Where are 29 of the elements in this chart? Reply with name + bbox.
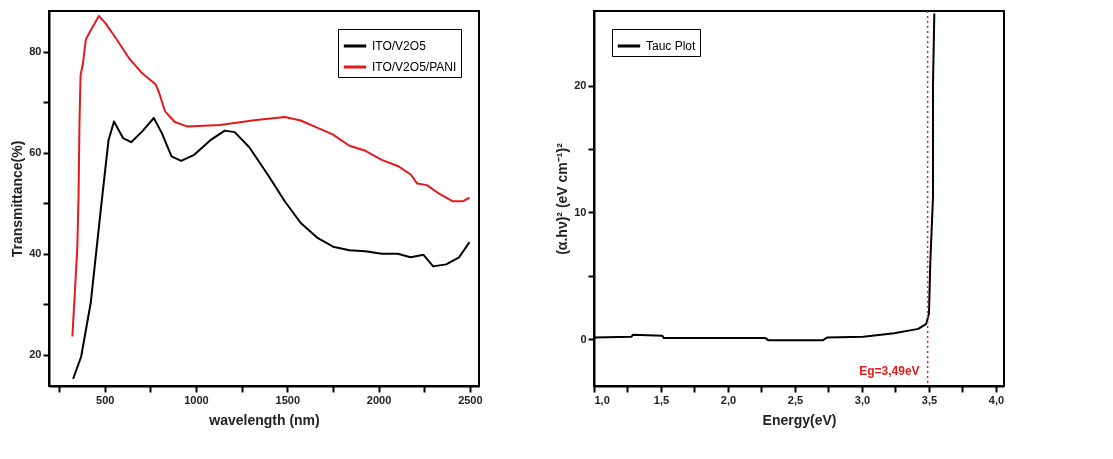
x-tick-label: 4,0 [988,393,1005,406]
y-tick-label: 80 [29,45,42,58]
x-tick-label: 2500 [458,393,483,406]
y-tick-label: 20 [29,348,42,361]
x-tick-label: 500 [96,393,115,406]
y-axis-title: Transmittance(%) [9,140,26,258]
x-tick-label: 2,5 [787,393,804,406]
x-axis-title: Energy(eV) [762,411,837,428]
legend-label: ITO/V2O5/PANI [372,60,457,74]
y-tick-label: 20 [574,79,587,92]
line-series [72,117,471,380]
x-axis-title: wavelength (nm) [208,411,320,428]
x-tick-label: 2000 [366,393,392,406]
x-tick-label: 3,5 [921,393,938,406]
legend-label: Tauc Plot [646,39,697,53]
y-tick-label: 60 [29,146,42,159]
line-series [71,15,471,338]
legend-label: ITO/V2O5 [372,39,427,53]
x-tick-label: 1500 [275,393,301,406]
ref-line-label: Eg=3,49eV [859,364,920,378]
x-tick-label: 3,0 [854,393,871,406]
y-tick-label: 0 [580,332,587,345]
y-tick-label: 40 [29,247,42,260]
x-tick-label: 1,0 [594,393,610,406]
x-tick-label: 1,5 [653,393,670,406]
x-tick-label: 2,0 [720,393,737,406]
y-axis-title: (α.hν)² (eV cm⁻¹)² [554,142,571,255]
y-tick-label: 10 [574,205,587,218]
x-tick-label: 1000 [184,393,209,406]
